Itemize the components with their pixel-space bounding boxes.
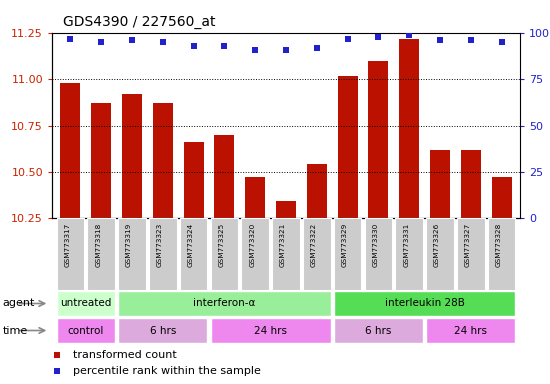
Point xyxy=(220,43,229,49)
Bar xyxy=(245,177,265,218)
Text: GDS4390 / 227560_at: GDS4390 / 227560_at xyxy=(63,15,216,29)
Text: interleukin 28B: interleukin 28B xyxy=(384,298,465,308)
Bar xyxy=(241,218,269,290)
Point xyxy=(405,32,414,38)
Bar xyxy=(184,142,204,218)
Bar xyxy=(426,218,454,290)
Point xyxy=(436,37,444,43)
Point xyxy=(158,39,167,45)
Text: percentile rank within the sample: percentile rank within the sample xyxy=(73,366,261,376)
Bar xyxy=(399,38,419,218)
Text: GSM773331: GSM773331 xyxy=(403,223,409,267)
Text: GSM773328: GSM773328 xyxy=(496,223,502,267)
Point xyxy=(189,43,198,49)
Text: GSM773320: GSM773320 xyxy=(249,223,255,267)
Text: GSM773318: GSM773318 xyxy=(95,223,101,267)
Bar xyxy=(276,201,296,218)
Bar xyxy=(334,218,361,290)
Text: control: control xyxy=(68,326,104,336)
Bar xyxy=(338,76,358,218)
Bar xyxy=(122,94,142,218)
Text: GSM773324: GSM773324 xyxy=(188,223,194,267)
Bar xyxy=(461,149,481,218)
Point xyxy=(497,39,506,45)
Point xyxy=(312,45,321,51)
Point xyxy=(52,352,61,358)
Bar xyxy=(303,218,331,290)
Text: time: time xyxy=(3,326,28,336)
Point xyxy=(128,37,136,43)
Bar xyxy=(118,291,331,316)
Text: 24 hrs: 24 hrs xyxy=(454,326,487,336)
Text: 6 hrs: 6 hrs xyxy=(365,326,392,336)
Text: GSM773326: GSM773326 xyxy=(434,223,440,267)
Bar xyxy=(334,291,515,316)
Text: untreated: untreated xyxy=(60,298,112,308)
Bar xyxy=(91,103,111,218)
Bar xyxy=(60,83,80,218)
Text: GSM773327: GSM773327 xyxy=(465,223,471,267)
Bar xyxy=(492,177,512,218)
Bar xyxy=(430,149,450,218)
Bar xyxy=(118,318,207,343)
Text: GSM773319: GSM773319 xyxy=(126,223,132,267)
Point xyxy=(251,46,260,53)
Bar xyxy=(365,218,392,290)
Bar xyxy=(334,318,423,343)
Bar xyxy=(87,218,115,290)
Point xyxy=(374,34,383,40)
Text: GSM773325: GSM773325 xyxy=(218,223,224,267)
Bar xyxy=(214,135,234,218)
Bar xyxy=(457,218,485,290)
Bar xyxy=(272,218,300,290)
Bar xyxy=(307,164,327,218)
Point xyxy=(97,39,106,45)
Point xyxy=(466,37,475,43)
Bar xyxy=(153,103,173,218)
Text: GSM773323: GSM773323 xyxy=(157,223,163,267)
Text: GSM773321: GSM773321 xyxy=(280,223,286,267)
Bar xyxy=(118,218,146,290)
Bar xyxy=(368,61,388,218)
Bar xyxy=(57,218,84,290)
Bar xyxy=(149,218,177,290)
Text: agent: agent xyxy=(3,298,35,308)
Text: GSM773329: GSM773329 xyxy=(342,223,348,267)
Point xyxy=(52,368,61,374)
Text: 24 hrs: 24 hrs xyxy=(254,326,287,336)
Bar xyxy=(57,318,115,343)
Text: transformed count: transformed count xyxy=(73,350,177,360)
Point xyxy=(282,46,290,53)
Bar xyxy=(57,291,115,316)
Text: GSM773317: GSM773317 xyxy=(64,223,70,267)
Bar xyxy=(211,318,331,343)
Text: interferon-α: interferon-α xyxy=(193,298,256,308)
Text: GSM773330: GSM773330 xyxy=(372,223,378,267)
Point xyxy=(66,35,75,41)
Bar xyxy=(488,218,515,290)
Bar xyxy=(211,218,238,290)
Point xyxy=(343,35,352,41)
Bar xyxy=(395,218,423,290)
Text: 6 hrs: 6 hrs xyxy=(150,326,176,336)
Text: GSM773322: GSM773322 xyxy=(311,223,317,267)
Bar xyxy=(180,218,207,290)
Bar xyxy=(426,318,515,343)
